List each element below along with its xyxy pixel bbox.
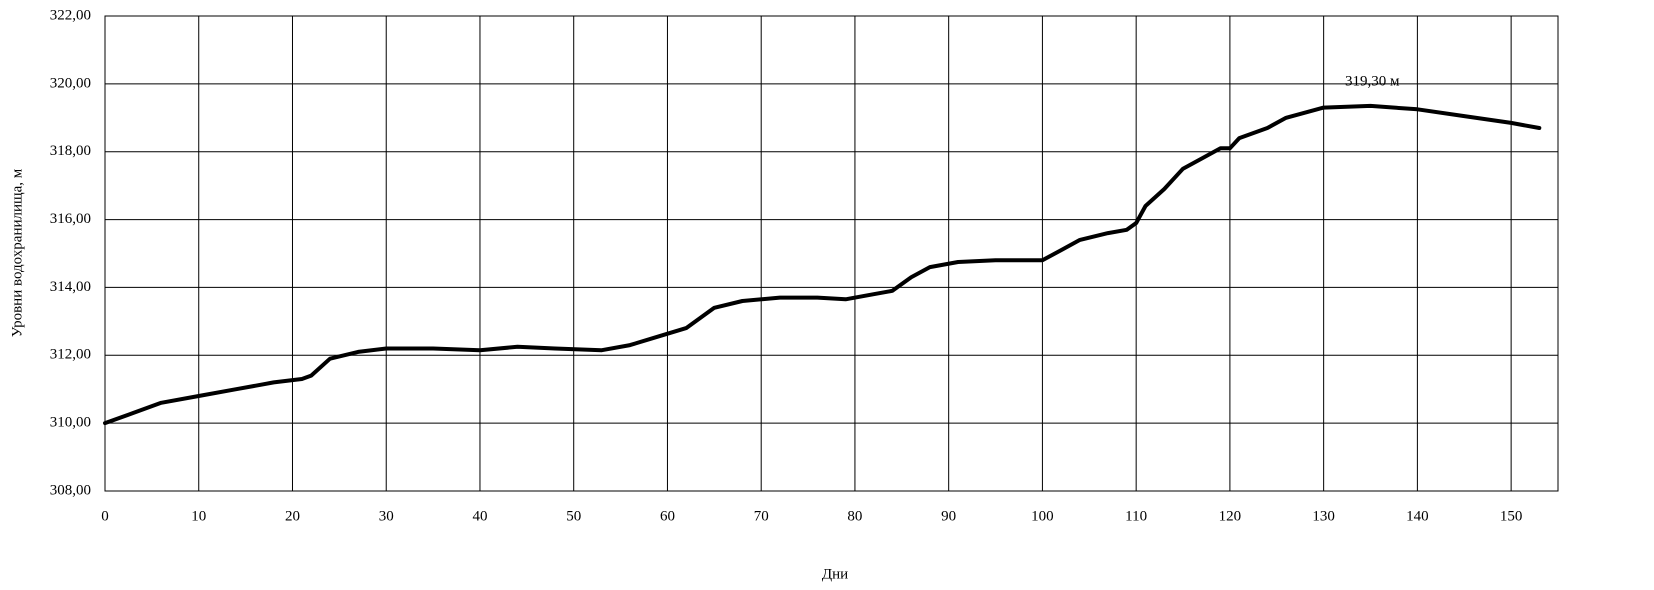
- y-tick-label: 318,00: [50, 143, 91, 159]
- annotation: 319,30 м: [1345, 73, 1400, 89]
- y-tick-label: 316,00: [50, 211, 91, 227]
- x-tick-label: 60: [660, 508, 675, 524]
- x-tick-label: 50: [566, 508, 581, 524]
- x-tick-label: 90: [941, 508, 956, 524]
- x-tick-label: 130: [1312, 508, 1335, 524]
- y-tick-label: 308,00: [50, 482, 91, 498]
- plot-area: [104, 15, 1559, 492]
- x-tick-label: 100: [1031, 508, 1054, 524]
- y-axis-label: Уровни водохранилища, м: [9, 168, 25, 337]
- line: [103, 103, 1542, 426]
- y-tick-label: 320,00: [50, 75, 91, 91]
- x-tick-label: 20: [285, 508, 300, 524]
- x-tick-label: 30: [379, 508, 394, 524]
- x-tick-label: 10: [191, 508, 206, 524]
- x-tick-label: 80: [847, 508, 862, 524]
- y-tick-label: 312,00: [50, 347, 91, 363]
- x-tick-label: 110: [1125, 508, 1147, 524]
- x-tick-label: 40: [472, 508, 487, 524]
- y-tick-label: 310,00: [50, 415, 91, 431]
- y-tick-label: 314,00: [50, 279, 91, 295]
- x-tick-label: 140: [1406, 508, 1429, 524]
- x-tick-label: 120: [1219, 508, 1242, 524]
- x-axis-label: Дни: [822, 566, 848, 582]
- x-tick-label: 0: [101, 508, 109, 524]
- y-tick-label: 322,00: [50, 7, 91, 23]
- x-tick-label: 150: [1500, 508, 1523, 524]
- x-tick-label: 70: [754, 508, 769, 524]
